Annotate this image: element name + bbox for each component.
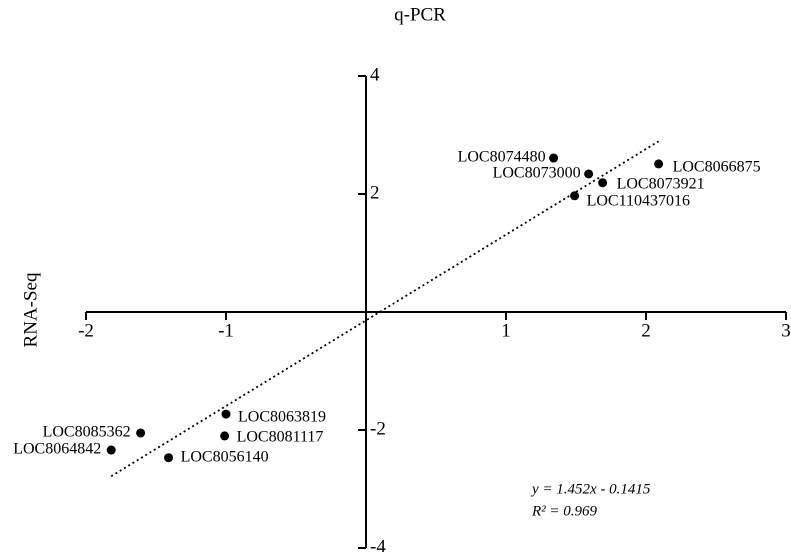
y-axis-title: RNA-Seq [20,272,41,347]
trend-line [110,140,660,478]
data-point [220,431,230,441]
y-tick-label: -4 [370,536,386,552]
point-label: LOC8073000 [493,165,581,182]
chart-title: q-PCR [394,4,446,25]
data-point [584,169,594,179]
data-point [654,159,664,169]
data-point [164,453,174,463]
x-tick-label: 3 [781,320,791,341]
point-label: LOC8064842 [13,441,101,458]
y-tick-label: 2 [370,182,380,203]
point-label: LOC8081117 [237,429,324,446]
equation: y = 1.452x - 0.1415 [530,481,651,497]
r-squared: R² = 0.969 [531,503,598,519]
point-label: LOC8063819 [238,409,326,426]
y-tick-label: -2 [370,418,386,439]
data-point [549,153,559,163]
x-tick-label: 1 [501,320,511,341]
point-label: LOC110437016 [587,192,690,209]
x-tick-label: -2 [78,320,94,341]
data-point [106,445,116,455]
point-label: LOC8066875 [673,159,761,176]
x-tick-label: -1 [218,320,234,341]
point-label: LOC8074480 [458,149,546,166]
y-tick-label: 4 [370,64,380,85]
point-label: LOC8073921 [617,175,705,192]
data-point [570,191,580,201]
point-label: LOC8085362 [43,424,131,441]
data-point [598,178,608,188]
data-point [136,428,146,438]
point-label: LOC8056140 [181,448,269,465]
data-point [221,409,231,419]
x-tick-label: 2 [641,320,651,341]
